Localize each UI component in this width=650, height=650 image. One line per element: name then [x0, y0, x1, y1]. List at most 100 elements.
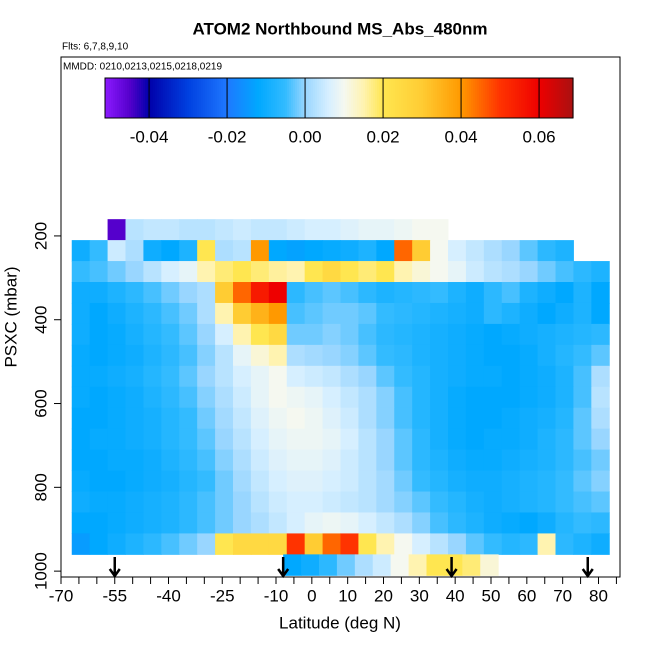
- colorbar-swatch: [121, 78, 124, 118]
- heat-cell: [501, 491, 521, 513]
- heat-cell: [573, 407, 592, 430]
- colorbar-swatch: [373, 78, 376, 118]
- heat-cell: [233, 261, 252, 283]
- heat-cell: [286, 219, 306, 241]
- heat-cell: [501, 512, 521, 534]
- heat-cell: [501, 344, 521, 367]
- heat-cell: [125, 261, 144, 283]
- heat-cell: [573, 261, 592, 283]
- heat-cell: [71, 344, 91, 367]
- heat-cell: [250, 344, 270, 367]
- heat-cell: [591, 344, 610, 367]
- colorbar-swatch: [361, 78, 364, 118]
- colorbar-swatch: [547, 78, 550, 118]
- heat-cell: [537, 449, 556, 472]
- heat-cell: [555, 491, 574, 513]
- heat-cell: [394, 282, 413, 304]
- heat-cell: [107, 470, 126, 493]
- heat-cell: [125, 491, 144, 513]
- heat-cell: [197, 219, 216, 241]
- heat-cell: [412, 302, 431, 325]
- y-tick-label: 1000: [31, 552, 50, 590]
- heat-cell: [501, 240, 521, 262]
- heat-cell: [107, 219, 126, 241]
- colorbar-swatch: [405, 78, 408, 118]
- heat-cell: [501, 323, 521, 346]
- heat-cell: [161, 407, 180, 430]
- heat-cell: [537, 491, 556, 513]
- heat-cell: [143, 407, 162, 430]
- heat-cell: [501, 428, 521, 451]
- heat-cell: [125, 219, 144, 241]
- colorbar-swatch: [265, 78, 268, 118]
- heat-cell: [268, 428, 288, 451]
- heat-cell: [358, 491, 377, 513]
- heat-cell: [197, 407, 216, 430]
- heat-cell: [233, 219, 252, 241]
- heat-cell: [233, 323, 252, 346]
- heat-cell: [408, 554, 427, 576]
- heat-cell: [430, 344, 449, 367]
- heat-cell: [376, 386, 395, 409]
- heat-cell: [501, 302, 521, 325]
- heat-cell: [448, 344, 467, 367]
- colorbar-swatch: [235, 78, 238, 118]
- colorbar-swatch: [563, 78, 566, 118]
- colorbar-swatch: [321, 78, 324, 118]
- heat-cell: [250, 428, 270, 451]
- heat-cell: [125, 428, 144, 451]
- colorbar-tick-label: 0.04: [445, 127, 478, 146]
- heat-cell: [591, 261, 610, 283]
- heat-cell: [215, 470, 234, 493]
- heat-cell: [215, 219, 234, 241]
- colorbar-swatch: [513, 78, 516, 118]
- colorbar-swatch: [531, 78, 534, 118]
- heat-cell: [250, 512, 270, 534]
- heat-cell: [89, 261, 109, 283]
- colorbar-swatch: [467, 78, 470, 118]
- colorbar-swatch: [253, 78, 256, 118]
- heat-cell: [107, 428, 126, 451]
- heat-cell: [268, 323, 288, 346]
- heat-cell: [372, 554, 392, 576]
- x-tick-label: 40: [446, 586, 465, 605]
- heat-cell: [71, 491, 91, 513]
- heat-cell: [71, 386, 91, 409]
- heat-cell: [233, 386, 252, 409]
- heat-cell: [376, 365, 395, 388]
- heat-cell: [89, 344, 109, 367]
- heat-cell: [394, 323, 413, 346]
- heat-cell: [322, 386, 341, 409]
- heat-cell: [268, 365, 288, 388]
- heat-cell: [179, 261, 198, 283]
- colorbar-tick-label: -0.04: [130, 127, 169, 146]
- heat-cell: [358, 302, 377, 325]
- colorbar-swatch: [209, 78, 212, 118]
- heat-cell: [286, 491, 306, 513]
- heat-cell: [448, 282, 467, 304]
- plot-frame: [60, 56, 621, 578]
- heat-cell: [197, 240, 216, 262]
- heat-cell: [107, 386, 126, 409]
- heat-cell: [465, 512, 485, 534]
- heat-cell: [107, 449, 126, 472]
- heat-cell: [430, 323, 449, 346]
- heat-cell: [215, 323, 234, 346]
- heat-cell: [430, 282, 449, 304]
- heat-cell: [125, 282, 144, 304]
- heat-cell: [340, 428, 359, 451]
- heat-cell: [573, 470, 592, 493]
- colorbar-swatch: [311, 78, 314, 118]
- heat-cell: [107, 512, 126, 534]
- heat-cell: [89, 407, 109, 430]
- colorbar-swatch: [227, 78, 230, 118]
- heat-cell: [394, 261, 413, 283]
- heat-cell: [107, 365, 126, 388]
- colorbar-swatch: [383, 78, 386, 118]
- colorbar-swatch: [543, 78, 546, 118]
- heat-cell: [125, 449, 144, 472]
- heat-cell: [125, 407, 144, 430]
- heat-cell: [519, 428, 539, 451]
- heat-cell: [89, 386, 109, 409]
- heat-cell: [448, 428, 467, 451]
